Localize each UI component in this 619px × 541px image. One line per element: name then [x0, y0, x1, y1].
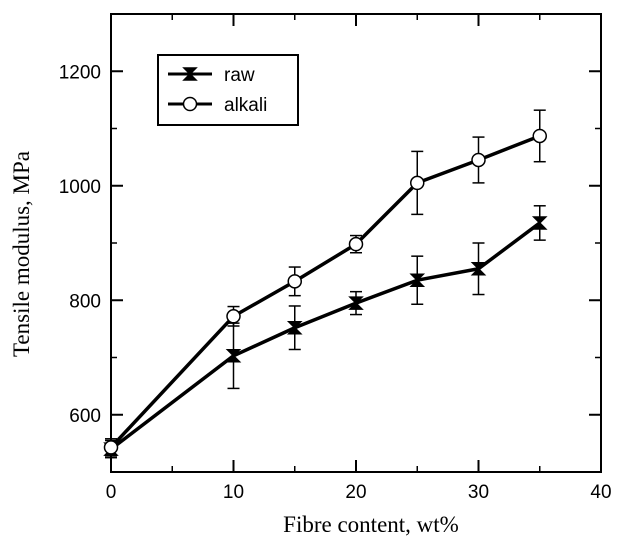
raw-point — [225, 349, 242, 363]
raw-point — [531, 216, 548, 230]
raw-series-line — [109, 221, 541, 451]
alkali-point — [348, 236, 364, 252]
legend-alkali-marker — [182, 96, 198, 112]
x-tick-label: 20 — [345, 482, 366, 503]
x-tick-label: 10 — [223, 482, 244, 503]
raw-point — [348, 296, 364, 310]
x-axis-title: Fibre content, wt% — [283, 512, 459, 537]
legend-raw-label: raw — [224, 65, 255, 86]
x-tick-label: 40 — [590, 482, 611, 503]
plot-layer: 0 10 20 30 40 600 800 1000 1200 — [59, 13, 612, 503]
alkali-point — [226, 309, 241, 324]
y-tick-label: 600 — [69, 406, 101, 427]
y-axis-title: Tensile modulus, MPa — [9, 151, 34, 357]
raw-point — [409, 273, 426, 287]
legend-box — [157, 54, 299, 126]
alkali-point — [471, 152, 486, 168]
alkali-point — [287, 274, 302, 289]
x-tick-label: 30 — [468, 482, 489, 503]
alkali-point — [103, 440, 119, 455]
legend-raw-marker — [182, 67, 198, 81]
alkali-point — [410, 175, 425, 191]
raw-point — [470, 262, 487, 276]
legend-alkali-label: alkali — [224, 95, 267, 116]
alkali-point — [532, 128, 547, 144]
legend: raw alkali — [157, 54, 299, 126]
raw-point — [286, 320, 303, 335]
y-tick-label: 1000 — [59, 177, 101, 198]
y-tick-label: 1200 — [59, 62, 101, 83]
y-tick-label: 800 — [69, 291, 101, 312]
x-tick-label: 0 — [106, 482, 117, 503]
